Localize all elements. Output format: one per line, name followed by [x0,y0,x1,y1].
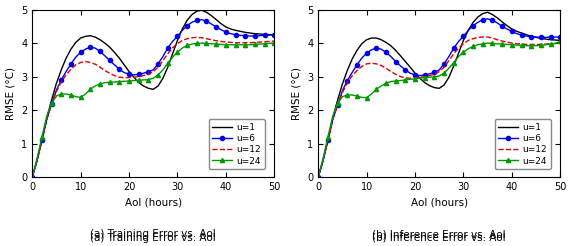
u=1 [494,16,500,19]
u=24 [271,42,277,45]
u=1 [29,176,35,179]
u=6 [101,54,108,57]
u=6 [475,21,482,24]
u=12 [29,176,35,179]
Title: (a) Training Error vs. AoI: (a) Training Error vs. AoI [90,233,216,243]
u=6 [557,36,563,39]
u=6 [189,21,196,24]
Line: u=24: u=24 [316,39,562,179]
u=12 [101,69,108,72]
u=24 [29,176,35,179]
u=1 [101,42,108,45]
Legend: u=1, u=6, u=12, u=24: u=1, u=6, u=12, u=24 [209,119,265,169]
u=1 [198,9,205,12]
u=1 [208,14,214,17]
u=1 [387,44,394,47]
u=12 [387,70,394,73]
Text: (b) Inference Error vs. AoI: (b) Inference Error vs. AoI [372,230,506,239]
Text: (a) Training Error vs. AoI: (a) Training Error vs. AoI [90,230,216,239]
u=1 [82,35,89,38]
u=6 [106,59,113,62]
u=12 [106,72,113,75]
u=12 [368,62,375,65]
u=12 [271,40,277,43]
u=24 [208,42,214,45]
u=24 [475,43,482,46]
Y-axis label: RMSE (°C): RMSE (°C) [6,67,15,120]
Line: u=6: u=6 [30,17,276,179]
Line: u=24: u=24 [30,41,276,179]
u=6 [315,176,321,179]
u=1 [392,49,399,52]
u=24 [101,81,108,84]
u=24 [198,42,205,45]
u=1 [106,46,113,48]
u=12 [82,60,89,63]
X-axis label: AoI (hours): AoI (hours) [125,198,182,208]
u=1 [552,39,559,42]
u=24 [315,176,321,179]
X-axis label: AoI (hours): AoI (hours) [411,198,468,208]
u=6 [494,21,500,24]
Line: u=1: u=1 [318,12,560,177]
u=12 [208,38,214,41]
u=12 [494,38,500,41]
Y-axis label: RMSE (°C): RMSE (°C) [292,67,301,120]
u=1 [315,176,321,179]
u=12 [479,36,486,39]
u=12 [315,176,321,179]
u=24 [387,80,394,83]
u=6 [266,33,273,36]
u=6 [208,22,214,25]
u=12 [193,36,200,39]
u=6 [29,176,35,179]
u=1 [557,39,563,42]
u=12 [557,42,563,45]
u=12 [266,40,273,43]
u=1 [271,33,277,36]
u=12 [392,73,399,76]
u=24 [266,42,273,45]
u=6 [82,48,89,51]
u=12 [475,36,482,39]
u=1 [368,37,375,40]
u=1 [266,33,273,36]
Line: u=6: u=6 [316,17,562,179]
u=24 [368,92,375,95]
u=24 [557,40,563,43]
u=24 [106,81,113,84]
Title: (b) Inference Error vs. AoI: (b) Inference Error vs. AoI [372,233,506,243]
Legend: u=1, u=6, u=12, u=24: u=1, u=6, u=12, u=24 [495,119,551,169]
u=1 [189,13,196,16]
u=24 [189,43,196,46]
u=24 [392,79,399,82]
u=6 [271,33,277,36]
u=6 [484,17,491,20]
Line: u=12: u=12 [318,37,560,177]
u=1 [475,15,482,18]
Line: u=1: u=1 [32,10,274,177]
Line: u=12: u=12 [32,37,274,177]
u=24 [489,42,496,45]
u=12 [552,42,559,45]
u=6 [368,48,375,51]
u=24 [552,42,559,45]
u=6 [387,55,394,58]
u=12 [189,36,196,39]
u=6 [392,60,399,63]
u=24 [82,92,89,95]
u=1 [484,11,491,14]
u=6 [552,36,559,39]
u=6 [198,18,205,21]
